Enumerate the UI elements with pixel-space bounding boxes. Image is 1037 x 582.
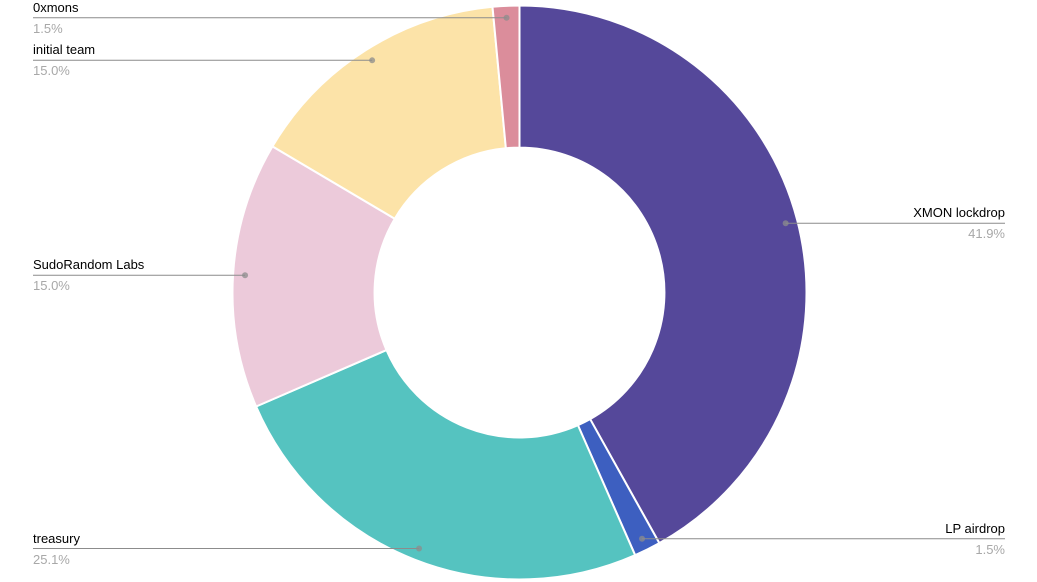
pie-slice-initial-team[interactable] [271,5,507,221]
pie-slice-treasury[interactable] [254,348,637,581]
leader-dot-initial-team [369,57,376,64]
pie-slice-sudorandom-labs[interactable] [231,145,397,408]
slice-percent-lp-airdrop: 1.5% [975,541,1005,557]
pie-slice-0xmons[interactable] [491,4,521,150]
slice-percent-0xmons: 1.5% [33,20,63,36]
leader-dot-0xmons [503,14,510,21]
pie-slice-xmon-lockdrop[interactable] [518,4,808,545]
slice-label-lp-airdrop: LP airdrop [945,520,1005,536]
slice-label-xmon-lockdrop: XMON lockdrop [913,205,1005,221]
leader-dot-treasury [416,545,423,552]
slice-label-initial-team: initial team [33,42,96,58]
slice-label-0xmons: 0xmons [33,0,79,15]
leader-dot-sudorandom-labs [242,272,249,279]
slice-percent-xmon-lockdrop: 41.9% [968,226,1005,242]
slice-label-sudorandom-labs: SudoRandom Labs [33,257,145,273]
slice-label-treasury: treasury [33,530,80,546]
leader-dot-xmon-lockdrop [782,220,789,227]
slice-percent-initial-team: 15.0% [33,63,70,79]
leader-dot-lp-airdrop [639,535,646,542]
slice-percent-sudorandom-labs: 15.0% [33,278,70,294]
slice-percent-treasury: 25.1% [33,551,70,567]
